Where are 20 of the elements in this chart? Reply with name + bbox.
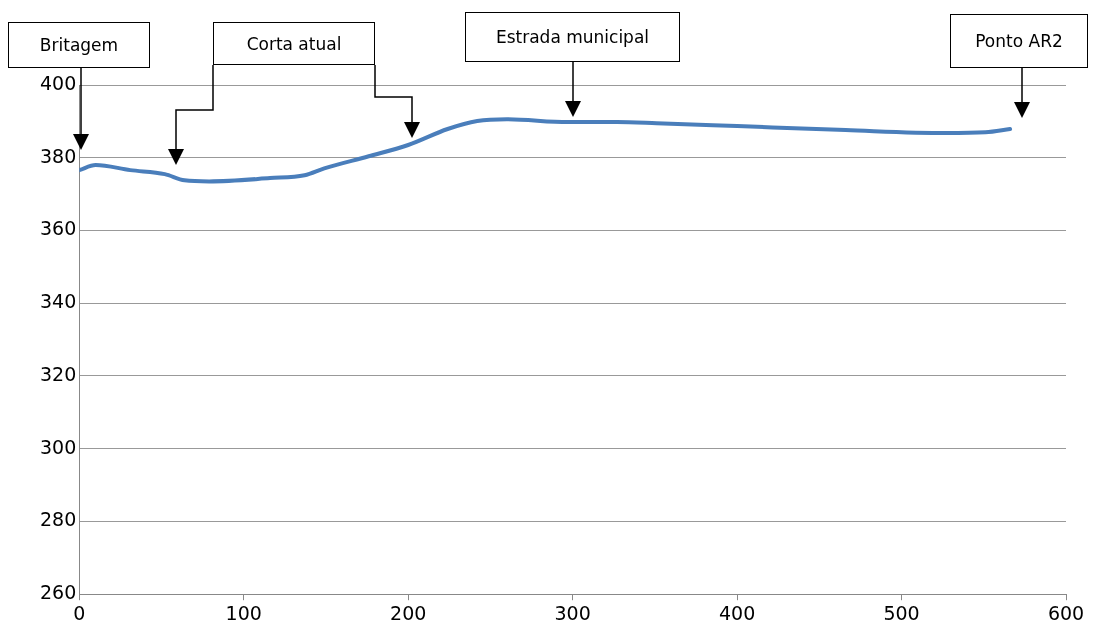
y-tick-label: 300 <box>40 435 77 458</box>
y-tick-label: 340 <box>40 290 77 313</box>
y-tick-label: 260 <box>40 581 77 604</box>
x-tick-label: 200 <box>390 601 427 624</box>
x-tick-label: 400 <box>718 601 756 624</box>
text: Ponto AR2 <box>950 14 1088 68</box>
y-tick-label: 380 <box>40 144 77 167</box>
text: Corta atual <box>213 22 375 65</box>
text: Estrada municipal <box>465 12 680 62</box>
line-series <box>79 117 1013 184</box>
y-tick-label: 360 <box>40 217 77 240</box>
y-tick-label: 320 <box>40 362 77 385</box>
x-tick-label: 100 <box>225 601 262 624</box>
x-tick-label: 500 <box>883 601 920 624</box>
y-tick-label: 280 <box>40 508 77 531</box>
y-tick-label: 400 <box>40 71 77 94</box>
text: Britagem <box>8 22 150 68</box>
x-tick-label: 300 <box>554 601 591 624</box>
x-tick-label: 600 <box>1047 601 1085 624</box>
x-tick-label: 0 <box>73 601 86 624</box>
